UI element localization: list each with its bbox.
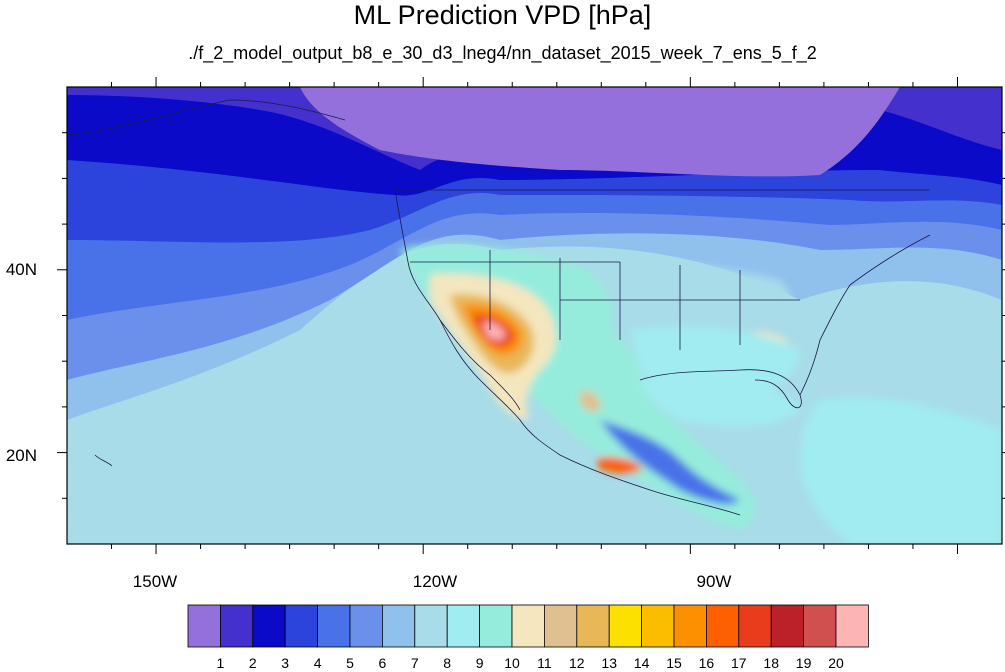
colorbar-swatch — [511, 604, 545, 648]
map-subtitle: ./f_2_model_output_b8_e_30_d3_lneg4/nn_d… — [188, 43, 817, 63]
colorbar-swatch — [219, 604, 254, 648]
colorbar-swatch — [479, 604, 513, 648]
colorbar-label: 13 — [601, 655, 617, 671]
colorbar-label: 16 — [699, 655, 715, 671]
lon-label-90w: 90W — [697, 572, 732, 591]
colorbar-swatch — [770, 604, 805, 648]
lat-label-40n: 40N — [6, 260, 37, 279]
colorbar-swatch — [349, 604, 383, 648]
colorbar-label: 11 — [537, 655, 552, 671]
colorbar-swatch — [252, 604, 286, 648]
colorbar-swatch — [414, 604, 448, 648]
colorbar-label: 5 — [346, 655, 354, 671]
colorbar-label: 6 — [379, 655, 387, 671]
colorbar-swatch — [187, 604, 221, 648]
colorbar-swatch — [381, 604, 416, 648]
colorbar — [187, 604, 869, 648]
colorbar-swatch — [284, 604, 319, 648]
colorbar-label: 9 — [476, 655, 484, 671]
colorbar-swatch — [706, 604, 740, 648]
colorbar-label: 10 — [504, 655, 520, 671]
colorbar-label: 1 — [217, 655, 225, 671]
lon-label-150w: 150W — [133, 572, 177, 591]
colorbar-swatch — [641, 604, 675, 648]
colorbar-labels: 1 2 3 4 5 6 7 8 9 10 11 12 13 14 15 16 17 18 19 20 — [217, 655, 844, 671]
colorbar-swatch — [673, 604, 707, 648]
colorbar-swatch — [446, 604, 481, 648]
colorbar-swatch — [317, 604, 351, 648]
colorbar-label: 19 — [796, 655, 812, 671]
axis-ticks — [57, 77, 1005, 554]
colorbar-label: 2 — [249, 655, 257, 671]
colorbar-label: 14 — [634, 655, 650, 671]
map-field — [67, 87, 1002, 544]
colorbar-label: 15 — [666, 655, 682, 671]
colorbar-label: 8 — [443, 655, 451, 671]
colorbar-label: 18 — [763, 655, 779, 671]
map-title: ML Prediction VPD [hPa] — [353, 0, 652, 30]
colorbar-label: 12 — [569, 655, 585, 671]
colorbar-swatch — [608, 604, 643, 648]
colorbar-swatch — [544, 604, 578, 648]
colorbar-swatch — [803, 604, 837, 648]
colorbar-swatch — [738, 604, 772, 648]
colorbar-swatch — [576, 604, 610, 648]
lon-label-120w: 120W — [413, 572, 457, 591]
colorbar-label: 17 — [731, 655, 747, 671]
colorbar-label: 7 — [411, 655, 419, 671]
lat-label-20n: 20N — [6, 446, 37, 465]
coastlines — [69, 99, 931, 516]
colorbar-label: 4 — [314, 655, 322, 671]
colorbar-label: 3 — [281, 655, 289, 671]
colorbar-swatch — [835, 604, 869, 648]
colorbar-label: 20 — [828, 655, 844, 671]
